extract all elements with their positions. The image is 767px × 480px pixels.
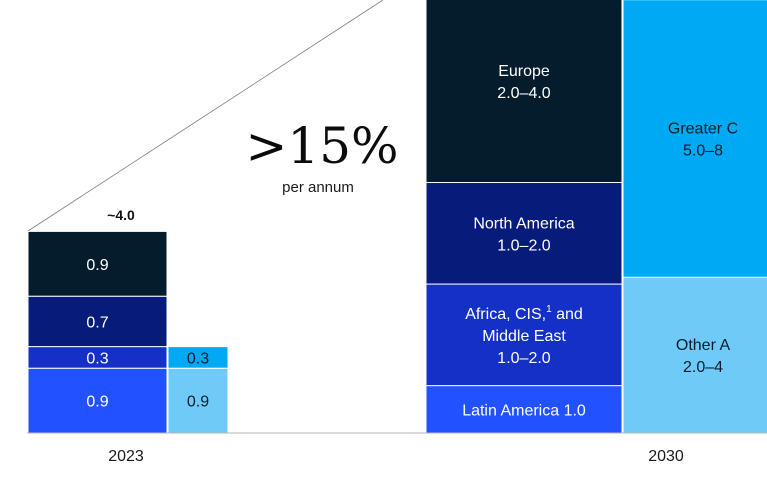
segment-label-c1-s0-seg2-line2: 1.0–2.0 — [497, 350, 550, 367]
segment-label-c1-s0-seg2-line1: Middle East — [482, 328, 566, 345]
segment-label-c1-s1-seg0-line1: 5.0–8 — [683, 143, 723, 160]
segment-label-c1-s1-seg1-line1: 2.0–4 — [683, 359, 723, 376]
segment-label-c0-s0-seg0-line0: 0.9 — [86, 257, 108, 274]
category-label-2023: 2023 — [108, 448, 144, 465]
segment-label-c1-s0-seg1-line1: 1.0–2.0 — [497, 237, 550, 254]
bar-c1-s1-seg0 — [622, 0, 767, 278]
segment-label-c0-s1-seg0-line0: 0.3 — [187, 350, 209, 367]
segment-label-c0-s0-seg3-line0: 0.9 — [86, 394, 108, 411]
growth-guide-line — [27, 0, 384, 232]
segment-label-c1-s0-seg1-line0: North America — [473, 215, 574, 232]
segment-label-c1-s0-seg3-line0: Latin America 1.0 — [462, 402, 586, 419]
segment-label-c0-s0-seg1-line0: 0.7 — [86, 314, 108, 331]
bar-c1-s0-seg0 — [425, 0, 623, 184]
segment-label-c1-s0-seg0-line1: 2.0–4.0 — [497, 85, 550, 102]
category-label-2030: 2030 — [648, 448, 684, 465]
bar-c0-s0-seg0 — [27, 230, 168, 297]
bar-c1-s0-seg2 — [425, 283, 623, 387]
bar-c1-s0-seg1 — [425, 182, 623, 285]
segment-label-c0-s0-seg2-line0: 0.3 — [86, 350, 108, 367]
segment-label-c0-s1-seg1-line0: 0.9 — [187, 394, 209, 411]
bar-c0-s1-seg0 — [167, 346, 229, 369]
bar-c0-s0-seg3 — [27, 367, 168, 434]
segment-label-c1-s1-seg1-line0: Other A — [676, 337, 731, 354]
total-label-2023: ~4.0 — [107, 207, 135, 223]
bar-c1-s1-seg1 — [622, 276, 767, 434]
growth-rate-unit: per annum — [282, 179, 354, 196]
bars-group: 0.9 0.3 0.7 0.9 0.9 0.3 Latin America 1.0 Afric… — [27, 0, 767, 434]
growth-rate-value: >15% — [245, 117, 398, 175]
segment-label-c1-s1-seg0-line0: Greater C — [668, 121, 738, 138]
footnote-marker-c1-s0-seg2: 1 — [546, 304, 552, 315]
segment-label-c1-s0-seg2-line0: Africa, CIS,1 and — [465, 304, 583, 323]
bar-c1-s0-seg3 — [425, 385, 623, 434]
segment-label-c1-s0-seg0-line0: Europe — [498, 63, 550, 80]
